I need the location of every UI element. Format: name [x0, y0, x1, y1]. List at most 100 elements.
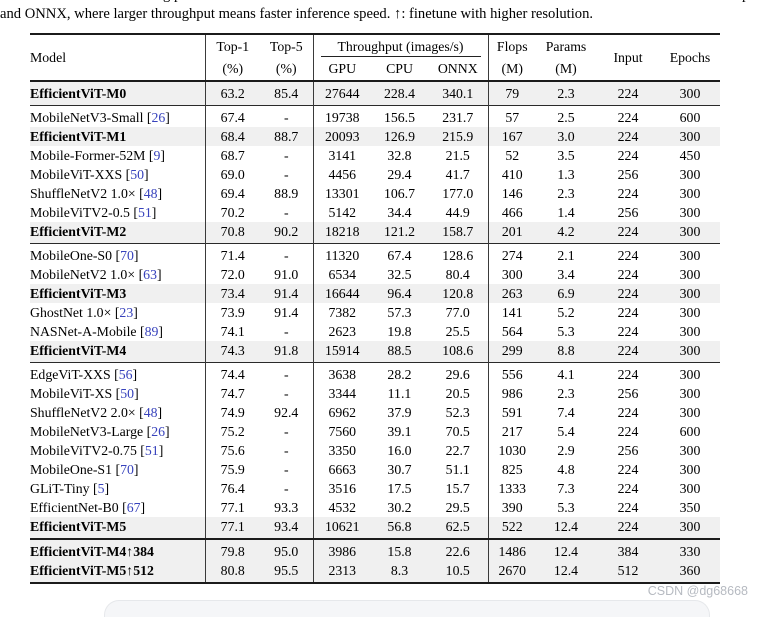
params-cell: 12.4: [536, 539, 596, 561]
gpu-cell: 3141: [328, 148, 357, 163]
epochs-cell: 300: [660, 341, 720, 363]
table-row: EfficientViT-M0 63.2 85.4 27644 228.4 340.1 79…: [30, 81, 720, 106]
citation-link[interactable]: [26]: [143, 424, 170, 439]
citation-link[interactable]: [50]: [112, 386, 139, 401]
top1-cell: 69.4: [220, 186, 245, 201]
citation-link[interactable]: [26]: [143, 110, 170, 125]
epochs-cell: 300: [679, 324, 701, 339]
input-cell: 384: [596, 539, 660, 561]
top1-cell: 70.2: [220, 205, 245, 220]
params-cell: 2.3: [536, 81, 596, 106]
onnx-cell: 15.7: [428, 479, 489, 498]
gpu-cell: 10621: [313, 517, 371, 539]
model-cell: MobileViT-XS [50]: [30, 384, 206, 403]
table-row: EfficientNet-B0 [67] 77.1 93.3 4532 30.2 29.5…: [30, 498, 720, 517]
citation-link[interactable]: [51]: [136, 443, 164, 458]
cpu-cell: 126.9: [371, 127, 428, 146]
model-cell: MobileOne-S0 [70]: [30, 243, 206, 265]
citation-link[interactable]: [48]: [135, 405, 163, 420]
citation-link[interactable]: [5]: [89, 481, 110, 496]
top1-cell: 77.1: [205, 517, 260, 539]
onnx-cell: 52.3: [428, 403, 489, 422]
epochs-cell: 300: [679, 267, 701, 282]
table-row: GhostNet 1.0× [23] 73.9 91.4 7382 57.3 77.0 14…: [30, 303, 720, 322]
results-table: Model Top-1 Top-5 Throughput (images/s) …: [30, 33, 720, 584]
params-cell: 12.4: [536, 517, 596, 539]
citation-link[interactable]: [51]: [129, 205, 157, 220]
citation-link[interactable]: [50]: [122, 167, 149, 182]
input-cell: 224: [617, 481, 639, 496]
params-cell: 3.5: [557, 148, 575, 163]
onnx-cell: 77.0: [428, 303, 489, 322]
input-cell: 224: [596, 81, 660, 106]
table-row: MobileOne-S1 [70] 75.9-6663 30.7 51.1 825 4.8…: [30, 460, 720, 479]
cpu-cell: 8.3: [371, 561, 428, 583]
gpu-cell: 4456: [328, 167, 357, 182]
table-caption: and ONNX, where larger throughput means …: [0, 6, 594, 22]
citation-link[interactable]: [89]: [136, 324, 163, 339]
model-name: EdgeViT-XXS: [30, 367, 111, 382]
cpu-cell: 30.7: [387, 462, 412, 477]
cpu-cell: 30.2: [387, 500, 412, 515]
table-row: EfficientViT-M1 68.4 88.7 20093 126.9 215.9 16…: [30, 127, 720, 146]
citation-link[interactable]: [56]: [110, 367, 138, 382]
epochs-cell: 300: [660, 222, 720, 244]
model-cell: EfficientViT-M3: [30, 284, 206, 303]
cpu-cell: 32.5: [387, 267, 412, 282]
params-cell: 2.3: [557, 386, 575, 401]
onnx-cell: 44.9: [428, 203, 489, 222]
input-cell: 224: [596, 284, 660, 303]
flops-cell: 564: [501, 324, 523, 339]
params-cell: 2.3: [557, 186, 575, 201]
top5-cell: 88.9: [260, 184, 314, 203]
cpu-cell: 19.8: [387, 324, 412, 339]
table-row: ShuffleNetV2 2.0× [48] 74.9 92.4 6962 37.9 52…: [30, 403, 720, 422]
top1-cell: 75.2: [220, 424, 245, 439]
model-name: MobileViTV2-0.75: [30, 443, 137, 458]
flops-cell: 52: [505, 148, 520, 163]
params-cell: 2.1: [557, 248, 575, 263]
top1-cell: 79.8: [205, 539, 260, 561]
citation-link[interactable]: [48]: [135, 186, 163, 201]
flops-cell: 986: [501, 386, 523, 401]
model-name: EfficientViT-M0: [30, 86, 127, 101]
model-cell: ShuffleNetV2 1.0× [48]: [30, 184, 206, 203]
top1-cell: 75.9: [220, 462, 245, 477]
model-name: ShuffleNetV2 2.0×: [30, 405, 136, 420]
top5-cell: -: [260, 105, 314, 127]
flops-cell: 263: [488, 284, 536, 303]
params-cell: 7.3: [557, 481, 575, 496]
model-cell: GLiT-Tiny [5]: [30, 479, 206, 498]
gpu-cell: 18218: [313, 222, 371, 244]
col-header-flops-unit: (M): [501, 61, 523, 76]
top1-cell: 73.9: [220, 305, 245, 320]
cpu-cell: 34.4: [387, 205, 412, 220]
top5-cell: 92.4: [260, 403, 314, 422]
cpu-cell: 121.2: [371, 222, 428, 244]
model-name: EfficientViT-M4: [30, 343, 127, 358]
citation-link[interactable]: [67]: [118, 500, 146, 515]
top1-cell: 80.8: [205, 561, 260, 583]
epochs-cell: 360: [660, 561, 720, 583]
model-cell: MobileNetV3-Large [26]: [30, 422, 206, 441]
col-header-top5: Top-5: [260, 34, 314, 58]
flops-cell: 410: [501, 167, 523, 182]
table-row: MobileViTV2-0.75 [51] 75.6-3350 16.0 22.7 10…: [30, 441, 720, 460]
epochs-cell: 300: [679, 443, 701, 458]
top5-cell: 91.4: [260, 303, 314, 322]
onnx-cell: 29.5: [428, 498, 489, 517]
model-name: MobileNetV2 1.0×: [30, 267, 136, 282]
model-name: EfficientViT-M5↑512: [30, 563, 154, 578]
flops-cell: 274: [501, 248, 523, 263]
gpu-cell: 6534: [328, 267, 357, 282]
citation-link[interactable]: [70]: [112, 248, 139, 263]
citation-link[interactable]: [70]: [112, 462, 139, 477]
citation-link[interactable]: [9]: [145, 148, 166, 163]
col-header-flops: Flops: [496, 38, 528, 54]
flops-cell: 57: [505, 110, 520, 125]
params-cell: 4.1: [557, 367, 575, 382]
flops-cell: 300: [501, 267, 523, 282]
citation-link[interactable]: [63]: [135, 267, 162, 282]
input-cell: 224: [596, 222, 660, 244]
citation-link[interactable]: [23]: [111, 305, 138, 320]
